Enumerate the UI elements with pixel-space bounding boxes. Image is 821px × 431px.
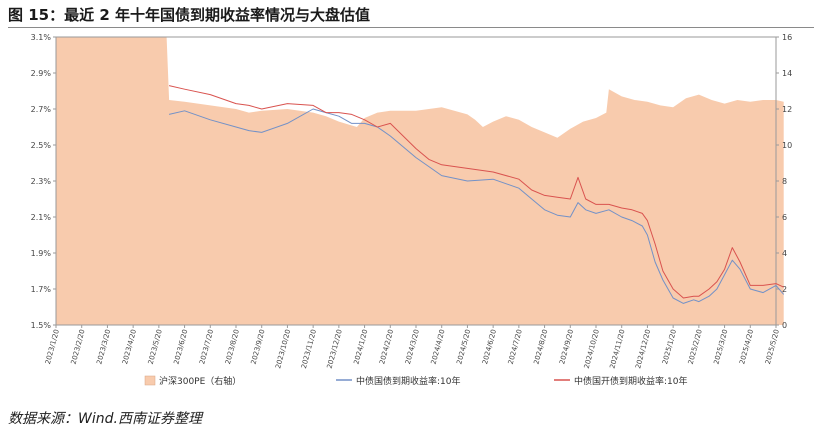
x-tick-label: 2023/10/20 <box>274 328 292 369</box>
x-tick-label: 2023/9/20 <box>250 328 267 365</box>
gov-bond-yield-line <box>168 108 785 304</box>
x-tick-label: 2024/8/20 <box>532 328 549 365</box>
area-layer <box>56 37 784 325</box>
x-tick-label: 2025/1/20 <box>661 328 678 365</box>
y-right-tick-label: 14 <box>782 69 792 78</box>
y-right-tick-label: 12 <box>782 105 792 114</box>
x-tick-label: 2023/2/20 <box>70 328 87 365</box>
y-right-tick-label: 6 <box>782 213 787 222</box>
y-left-tick-label: 2.1% <box>31 213 52 222</box>
y-right-tick-label: 0 <box>782 321 787 330</box>
title-divider <box>8 27 814 28</box>
y-left-tick-label: 2.9% <box>31 69 52 78</box>
legend: 沪深300PE（右轴） 中债国债到期收益率:10年 中债国开债到期收益率:10年 <box>144 375 688 387</box>
x-tick-label: 2024/2/20 <box>378 328 395 365</box>
x-tick-label: 2024/7/20 <box>507 328 524 365</box>
y-right-tick-label: 10 <box>782 141 792 150</box>
y-right-tick-label: 8 <box>782 177 787 186</box>
x-tick-label: 2023/1/20 <box>44 328 61 365</box>
x-tick-label: 2024/5/20 <box>455 328 472 365</box>
x-tick-label: 2023/3/20 <box>95 328 112 365</box>
x-tick-label: 2023/8/20 <box>224 328 241 365</box>
y-left-tick-label: 1.9% <box>31 249 52 258</box>
y-right-tick-label: 16 <box>782 33 792 42</box>
x-tick-label: 2025/5/20 <box>764 328 781 365</box>
y-right-tick-label: 2 <box>782 285 787 294</box>
y-left-tick-label: 2.7% <box>31 105 52 114</box>
legend-label-pe: 沪深300PE（右轴） <box>159 375 241 387</box>
source-note: 数据来源：Wind.西南证券整理 <box>8 411 202 427</box>
y-left-tick-label: 1.5% <box>31 321 52 330</box>
x-tick-label: 2023/5/20 <box>147 328 164 365</box>
x-tick-label: 2024/3/20 <box>404 328 421 365</box>
x-tick-label: 2024/1/20 <box>352 328 369 365</box>
x-tick-label: 2023/11/20 <box>300 328 318 369</box>
y-left-tick-label: 2.3% <box>31 177 52 186</box>
legend-label-gov: 中债国债到期收益率:10年 <box>356 375 461 387</box>
x-tick-label: 2024/6/20 <box>481 328 498 365</box>
x-tick-label: 2025/2/20 <box>687 328 704 365</box>
pe-area <box>56 37 784 325</box>
x-tick-label: 2024/11/20 <box>608 328 626 369</box>
x-tick-label: 2024/10/20 <box>583 328 601 369</box>
line-layer <box>168 85 785 304</box>
x-tick-label: 2024/4/20 <box>430 328 447 365</box>
x-tick-label: 2023/12/20 <box>326 328 344 369</box>
y-left-tick-label: 3.1% <box>31 33 52 42</box>
legend-label-cdb: 中债国开债到期收益率:10年 <box>574 375 688 387</box>
x-tick-label: 2023/7/20 <box>198 328 215 365</box>
cdb-bond-yield-line <box>168 85 784 299</box>
x-tick-label: 2024/9/20 <box>558 328 575 365</box>
x-tick-label: 2023/4/20 <box>121 328 138 365</box>
x-tick-label: 2024/12/20 <box>634 328 652 369</box>
y-right-tick-label: 4 <box>782 249 787 258</box>
figure-title: 图 15：最近 2 年十年国债到期收益率情况与大盘估值 <box>8 6 370 24</box>
legend-swatch-pe <box>144 375 156 386</box>
y-left-tick-label: 2.5% <box>31 141 52 150</box>
y-left-tick-label: 1.7% <box>31 285 52 294</box>
x-tick-label: 2023/6/20 <box>172 328 189 365</box>
x-tick-label: 2025/3/20 <box>712 328 729 365</box>
x-tick-label: 2025/4/20 <box>738 328 755 365</box>
